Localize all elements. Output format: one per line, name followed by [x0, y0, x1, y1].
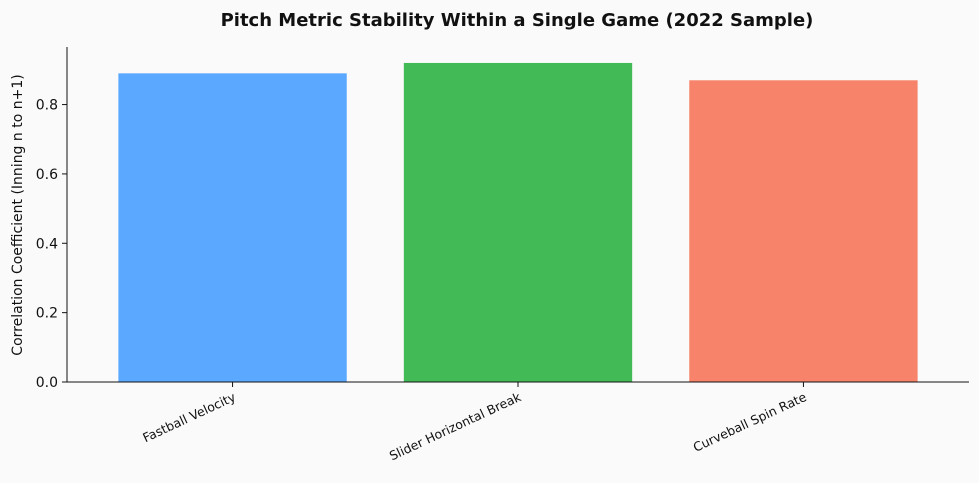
y-tick-label: 0.8: [36, 98, 58, 114]
y-tick-label: 0.0: [36, 375, 58, 391]
x-axis-ticks: Fastball Velocity Slider Horizontal Break…: [140, 382, 809, 463]
x-tick-label: Fastball Velocity: [140, 389, 238, 445]
y-axis-label: Correlation Coefficient (Inning n to n+1…: [10, 74, 26, 355]
bar-fastball-velocity: [118, 73, 347, 382]
y-tick-label: 0.4: [36, 236, 58, 252]
bars: [118, 62, 918, 382]
y-axis-ticks: 0.0 0.2 0.4 0.6 0.8: [36, 98, 67, 391]
y-tick-label: 0.6: [36, 167, 58, 183]
chart-title: Pitch Metric Stability Within a Single G…: [221, 10, 814, 31]
y-tick-label: 0.2: [36, 306, 58, 322]
x-tick-label: Slider Horizontal Break: [387, 389, 524, 464]
bar-curveball-spin-rate: [689, 80, 918, 382]
bar-slider-horizontal-break: [403, 62, 633, 382]
x-tick-label: Curveball Spin Rate: [691, 389, 809, 455]
